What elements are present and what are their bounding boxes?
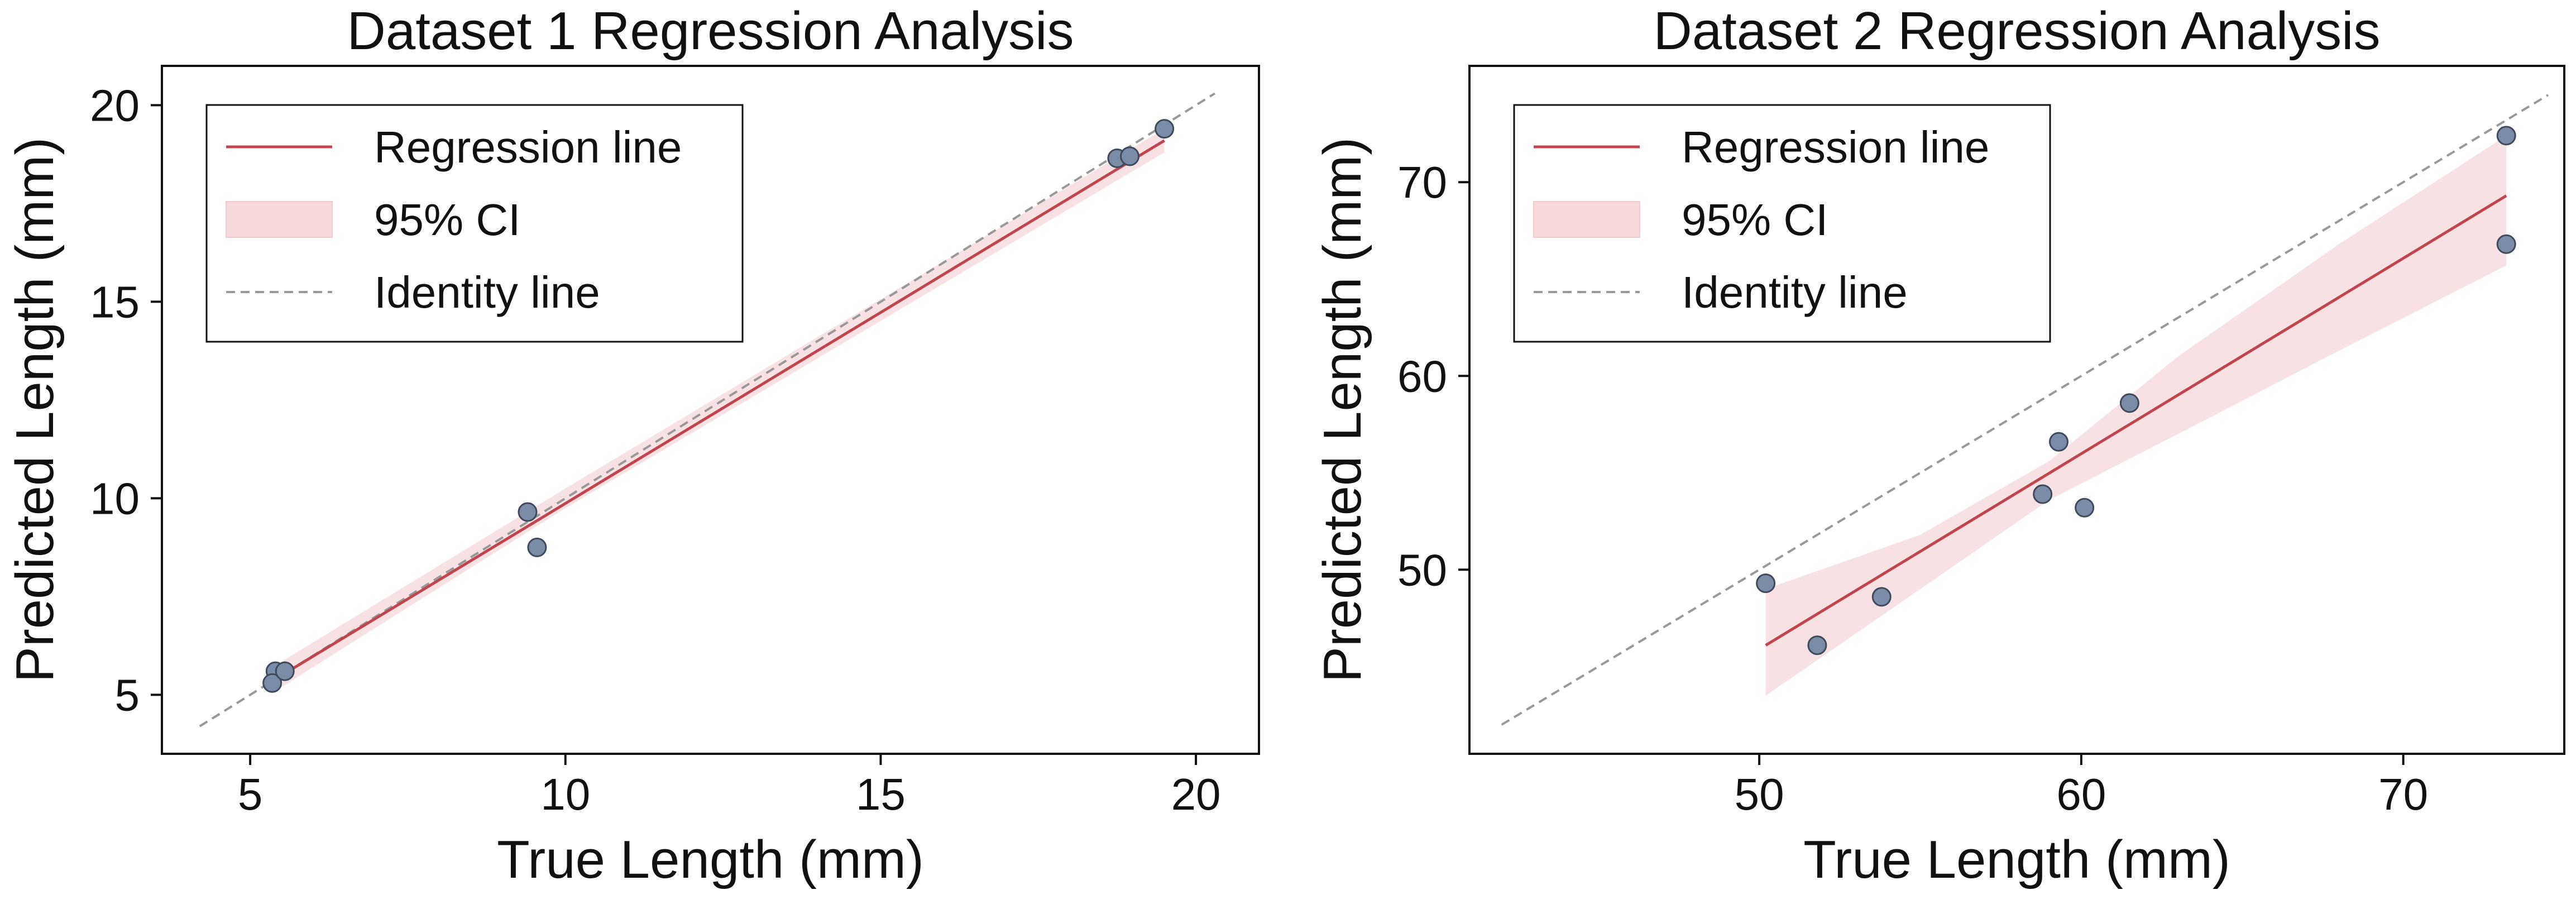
x-axis-label: True Length (mm) (497, 830, 924, 889)
ci-band (1765, 135, 2507, 696)
x-tick-label: 70 (2378, 769, 2428, 819)
legend-label-regression: Regression line (1682, 122, 1989, 172)
data-point (1871, 587, 1892, 607)
data-point (1155, 119, 1175, 139)
data-point (2075, 498, 2095, 518)
x-tick-label: 15 (856, 769, 906, 819)
identity-line (199, 92, 1216, 728)
data-point (527, 537, 547, 557)
y-tick-label: 50 (1397, 545, 1447, 595)
data-point (518, 502, 538, 522)
data-point (1756, 573, 1776, 594)
plot-frame (1468, 65, 2565, 755)
x-axis-label: True Length (mm) (1803, 830, 2230, 889)
data-point (2496, 126, 2516, 146)
y-axis-label: Predicted Length (mm) (1313, 137, 1372, 682)
legend-label-identity: Identity line (374, 267, 600, 317)
y-tick-label: 20 (90, 80, 140, 130)
y-tick-label: 5 (115, 670, 140, 720)
y-tick-label: 15 (90, 277, 140, 327)
data-point (2048, 432, 2069, 452)
legend-label-ci: 95% CI (1682, 195, 1828, 245)
legend: Regression line 95% CI Identity line (205, 104, 744, 343)
legend-ci-swatch (1533, 201, 1640, 238)
x-tick-label: 10 (540, 769, 590, 819)
data-point (2496, 234, 2516, 254)
axis-ticks: 5 10 15 20 5 10 15 20 (90, 80, 1221, 819)
y-tick-label: 70 (1397, 157, 1447, 207)
x-tick-label: 20 (1171, 769, 1221, 819)
legend-label-identity: Identity line (1682, 267, 1908, 317)
chart-title: Dataset 2 Regression Analysis (1654, 1, 2381, 61)
legend: Regression line 95% CI Identity line (1513, 104, 2051, 343)
data-point (262, 673, 283, 693)
x-tick-label: 60 (2056, 769, 2106, 819)
y-tick-label: 60 (1397, 351, 1447, 401)
legend-label-ci: 95% CI (374, 195, 520, 245)
chart-title: Dataset 1 Regression Analysis (347, 1, 1074, 61)
legend-ci-swatch (226, 201, 333, 238)
axis-ticks: 50 60 70 50 60 70 (1397, 157, 2428, 819)
data-point (1807, 635, 1827, 656)
chart-panel-dataset-2: Dataset 2 Regression Analysis True Lengt… (1313, 1, 2565, 889)
regression-line (1765, 194, 2507, 647)
x-tick-label: 50 (1735, 769, 1784, 819)
data-point (1119, 146, 1139, 166)
plot-marks (1501, 94, 2549, 726)
y-tick-label: 10 (90, 473, 140, 523)
x-tick-label: 5 (238, 769, 263, 819)
plot-frame (161, 65, 1260, 755)
data-point (275, 661, 295, 681)
identity-line (1501, 94, 2549, 726)
plot-marks (199, 92, 1216, 728)
data-point (2033, 484, 2053, 504)
y-axis-label: Predicted Length (mm) (5, 137, 65, 682)
regression-line (274, 139, 1165, 681)
legend-label-regression: Regression line (374, 122, 682, 172)
data-point (2119, 393, 2139, 413)
chart-panel-dataset-1: Dataset 1 Regression Analysis True Lengt… (5, 1, 1260, 889)
